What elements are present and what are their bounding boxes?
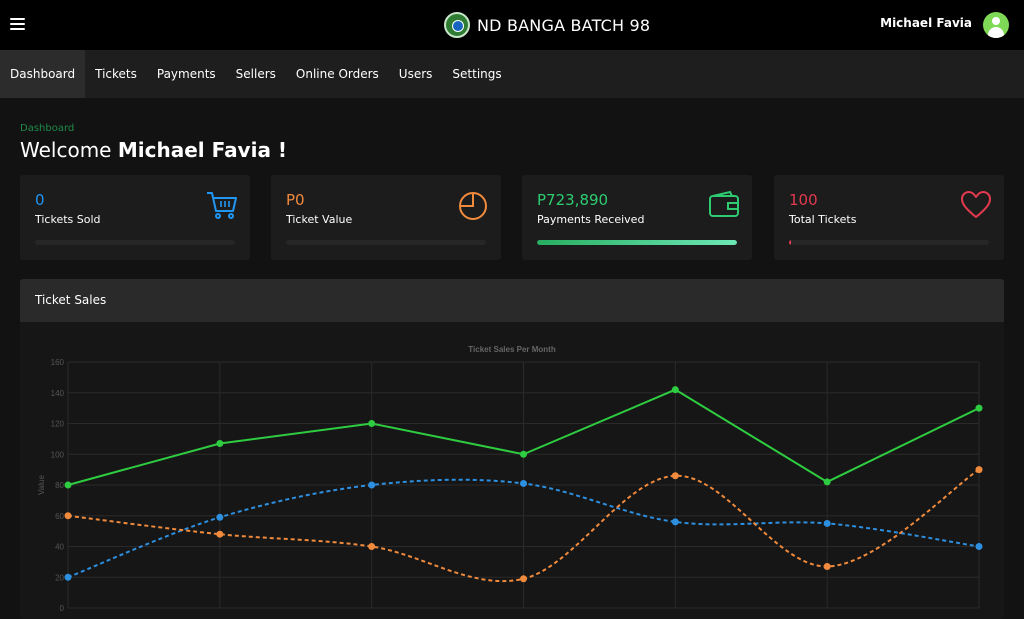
nav-item-tickets[interactable]: Tickets [95, 67, 137, 81]
data-point [671, 518, 679, 526]
pie-chart-icon [459, 192, 487, 220]
y-tick-label: 100 [51, 450, 65, 459]
nav-item-dashboard[interactable]: Dashboard [0, 50, 86, 98]
y-tick-label: 80 [55, 481, 64, 490]
progress-bar [537, 240, 737, 245]
menu-icon[interactable] [10, 18, 25, 32]
welcome-prefix: Welcome [20, 138, 112, 162]
data-point [520, 575, 527, 583]
app-title: ND BANGA BATCH 98 [477, 15, 651, 35]
nav-item-users[interactable]: Users [398, 67, 433, 81]
data-point [520, 450, 527, 458]
data-point [216, 530, 224, 538]
user-name[interactable]: Michael Favia [880, 16, 972, 30]
y-tick-label: 20 [55, 573, 64, 582]
cart-icon [207, 192, 237, 219]
data-point [64, 512, 72, 520]
page-title: Welcome Michael Favia ! [20, 138, 287, 162]
stat-card-payments-received: P723,890 Payments Received [522, 175, 752, 260]
stat-card-total-tickets: 100 Total Tickets [774, 175, 1004, 260]
welcome-user-name: Michael Favia ! [117, 138, 288, 162]
progress-bar [35, 240, 235, 245]
y-tick-label: 60 [55, 512, 64, 521]
stat-label: Tickets Sold [35, 213, 101, 226]
brand[interactable]: ND BANGA BATCH 98 [444, 12, 650, 38]
stat-value: P723,890 [537, 191, 609, 209]
data-point [671, 472, 679, 480]
main-nav: Dashboard Tickets Payments Sellers Onlin… [0, 50, 1024, 98]
ticket-sales-chart: Ticket Sales Per Month Value 0 20 40 60 80 100 1… [37, 345, 983, 613]
data-point [216, 439, 224, 447]
stat-label: Ticket Value [286, 213, 353, 226]
y-tick-label: 0 [60, 604, 65, 613]
stat-label: Total Tickets [789, 213, 857, 226]
data-point [823, 478, 831, 486]
nav-item-payments[interactable]: Payments [156, 67, 216, 81]
data-point [975, 404, 983, 412]
data-point [520, 479, 527, 487]
wallet-icon [709, 190, 739, 217]
nav-item-online-orders[interactable]: Online Orders [295, 67, 379, 81]
data-point [368, 543, 376, 550]
y-tick-label: 120 [51, 420, 65, 429]
breadcrumb[interactable]: Dashboard [20, 123, 75, 134]
y-tick-label: 140 [51, 389, 65, 398]
ticket-sales-panel: Ticket Sales Ticket Sales Per Month Value… [20, 279, 1004, 619]
logo [444, 12, 470, 38]
data-point [823, 562, 831, 570]
y-axis-label: Value [37, 475, 46, 495]
progress-bar [789, 240, 989, 245]
stat-value: 0 [35, 191, 45, 209]
data-point [368, 481, 376, 489]
data-point [975, 543, 983, 550]
progress-fill [789, 240, 791, 245]
nav-item-settings[interactable]: Settings [452, 67, 502, 81]
nav-item-sellers[interactable]: Sellers [235, 67, 276, 81]
stat-card-ticket-value: P0 Ticket Value [271, 175, 501, 260]
stat-value: 100 [789, 191, 818, 209]
stat-card-tickets-sold: 0 Tickets Sold [20, 175, 250, 260]
stat-value: P0 [286, 191, 305, 209]
heart-icon [961, 191, 991, 218]
data-point [368, 420, 376, 427]
chart-title: Ticket Sales Per Month [468, 345, 556, 354]
top-bar: ND BANGA BATCH 98 Michael Favia [0, 0, 1024, 50]
panel-title: Ticket Sales [20, 279, 1004, 322]
progress-fill [537, 240, 737, 245]
avatar[interactable] [983, 12, 1009, 38]
stat-label: Payments Received [537, 213, 645, 226]
data-point [64, 481, 72, 489]
y-tick-label: 40 [55, 543, 64, 552]
data-point [975, 466, 983, 474]
progress-bar [286, 240, 486, 245]
data-point [64, 573, 72, 581]
data-point [671, 386, 679, 394]
data-point [216, 513, 224, 521]
y-tick-label: 160 [51, 358, 65, 367]
data-point [823, 519, 831, 527]
